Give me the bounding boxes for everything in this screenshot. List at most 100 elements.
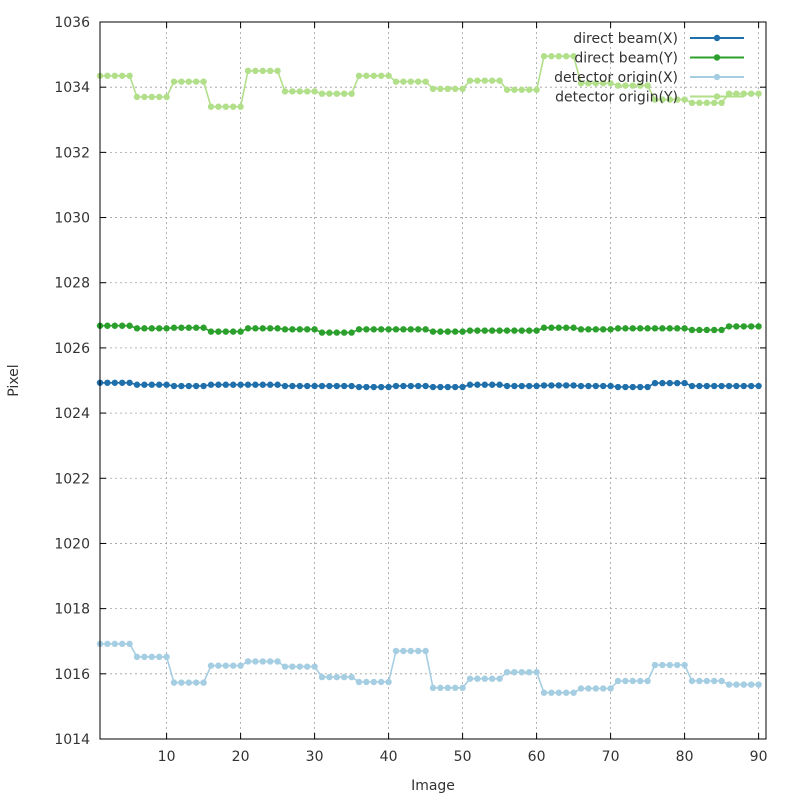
series-3 [96,640,762,696]
data-point [452,383,459,391]
data-point [511,668,518,676]
data-point [126,640,133,648]
data-point [126,322,133,329]
data-point [267,67,274,75]
data-point [526,327,533,334]
data-point [304,663,311,670]
y-tick-label: 1036 [54,15,90,31]
data-point [111,379,119,386]
data-point [333,673,340,681]
data-point [711,326,718,334]
data-point [474,327,481,334]
data-point [348,329,355,336]
data-point [511,382,518,390]
data-point [237,662,244,669]
data-point [333,329,340,336]
data-point [370,72,377,79]
data-point [733,90,740,97]
data-point [400,326,407,333]
x-axis-label: Image [411,778,455,794]
data-point [526,86,533,93]
data-point [163,93,170,101]
data-point [170,78,178,85]
data-point [755,323,762,330]
data-point [651,96,659,103]
data-point [681,325,688,332]
data-point [555,382,562,389]
data-point [452,328,459,335]
data-point [481,327,488,334]
data-point [267,325,274,332]
data-point [570,324,577,331]
data-point [311,88,318,95]
data-point [755,681,762,688]
data-point [119,379,126,386]
x-tick-label: 30 [306,749,324,765]
data-point [548,689,555,696]
data-point [540,324,548,331]
data-point [222,103,229,110]
data-point [748,323,755,330]
data-point [503,86,511,93]
data-point [733,323,740,330]
data-point [459,383,466,391]
data-point [607,382,614,390]
data-point [422,382,429,390]
data-point [170,679,178,686]
x-tick-label: 40 [380,749,398,765]
data-point [607,326,614,333]
data-point [104,72,111,79]
data-point [148,381,155,388]
data-point [533,382,540,390]
data-point [674,379,681,387]
data-point [193,324,200,331]
data-point [563,382,570,389]
data-point [281,88,289,95]
data-point [400,647,407,655]
legend-label: detector origin(X) [554,70,678,86]
data-point [296,663,303,670]
data-point [178,382,185,390]
data-point [622,677,629,685]
data-point [681,661,688,669]
data-point [600,80,607,87]
data-point [141,93,148,101]
data-point [703,326,710,334]
data-point [437,684,444,692]
data-point [230,103,237,110]
data-point [622,82,629,89]
data-point [614,82,622,89]
data-point [688,99,696,107]
y-tick-label: 1032 [54,145,90,161]
data-point [363,383,370,391]
data-point [207,662,215,669]
data-point [711,99,718,107]
data-point [133,93,141,101]
data-point [725,382,733,390]
data-point [533,327,540,334]
data-point [651,661,659,669]
data-point [415,647,422,655]
data-point [622,383,629,391]
data-point [629,677,636,685]
grid-lines [100,21,766,740]
data-point [585,685,592,692]
data-point [518,382,525,390]
data-point [415,382,422,390]
data-point [281,382,289,390]
x-tick-label: 70 [602,749,620,765]
data-point [733,681,740,688]
data-point [237,103,244,110]
data-point [326,673,333,681]
data-point [466,77,474,84]
data-point [496,381,503,388]
data-point [363,326,370,333]
y-tick-label: 1024 [54,406,90,422]
data-point [518,86,525,93]
data-point [422,78,429,85]
data-point [489,675,496,682]
data-point [474,381,481,388]
data-point [592,326,599,333]
data-point [637,383,644,391]
